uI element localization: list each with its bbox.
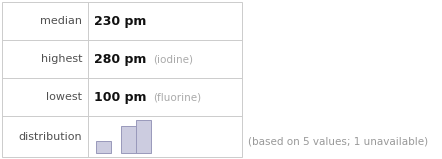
Text: 230 pm: 230 pm — [94, 14, 146, 28]
Text: (fluorine): (fluorine) — [153, 92, 201, 102]
Bar — [121, 126, 136, 153]
Text: distribution: distribution — [19, 131, 82, 142]
Text: 280 pm: 280 pm — [94, 52, 146, 66]
Bar — [2, 2, 242, 157]
Text: 100 pm: 100 pm — [94, 90, 146, 104]
Text: (iodine): (iodine) — [153, 54, 193, 64]
Text: median: median — [40, 16, 82, 26]
Text: highest: highest — [41, 54, 82, 64]
Bar — [136, 120, 151, 153]
Text: (based on 5 values; 1 unavailable): (based on 5 values; 1 unavailable) — [248, 136, 428, 146]
Bar — [96, 141, 111, 153]
Text: lowest: lowest — [46, 92, 82, 102]
